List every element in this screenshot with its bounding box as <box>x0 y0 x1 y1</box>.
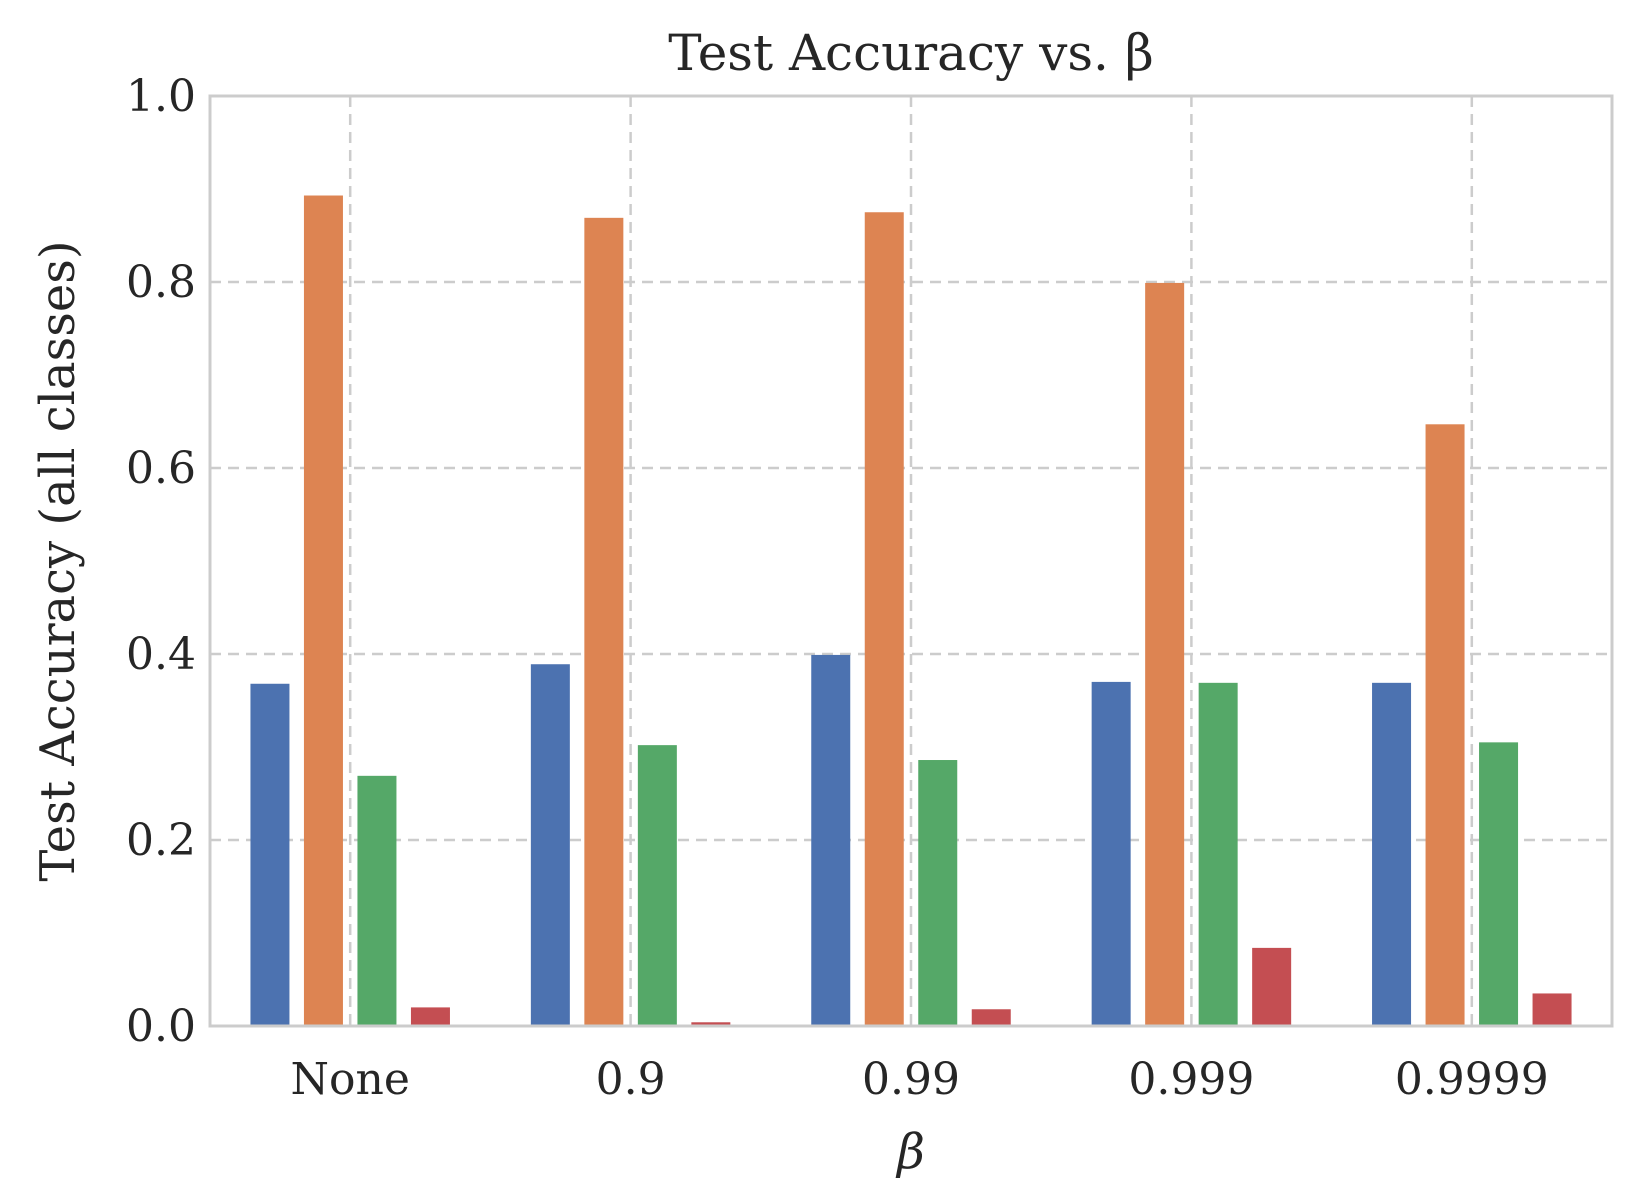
bar <box>1372 682 1412 1026</box>
bar <box>530 664 570 1026</box>
bar <box>691 1022 731 1026</box>
bars <box>250 195 1572 1026</box>
y-tick-label: 0.2 <box>126 815 196 866</box>
bar <box>584 217 624 1026</box>
bar <box>1252 947 1292 1026</box>
bar <box>811 654 851 1026</box>
bar <box>1091 681 1131 1026</box>
grid-lines <box>210 94 1612 1028</box>
x-tick-labels: None 0.9 0.99 0.999 0.9999 <box>291 1054 1549 1105</box>
x-tick-label: 0.999 <box>1128 1054 1254 1105</box>
bar <box>1145 282 1185 1026</box>
y-axis-label: Test Accuracy (all classes) <box>30 240 86 881</box>
bar <box>1198 682 1238 1026</box>
x-tick-label: None <box>291 1054 410 1105</box>
y-tick-label: 0.8 <box>126 257 196 308</box>
bar <box>1479 742 1519 1026</box>
y-tick-label: 1.0 <box>126 71 196 122</box>
bar <box>410 1007 450 1026</box>
bar <box>637 745 677 1026</box>
bar <box>357 775 397 1026</box>
bar <box>250 683 290 1026</box>
x-tick-label: 0.99 <box>862 1054 960 1105</box>
y-tick-label: 0.6 <box>126 443 196 494</box>
bar <box>918 760 958 1026</box>
bar <box>971 1009 1011 1026</box>
bar <box>864 212 904 1026</box>
bar <box>1425 424 1465 1026</box>
x-axis-label: β <box>895 1124 925 1180</box>
x-tick-label: 0.9 <box>596 1054 666 1105</box>
bar <box>303 195 343 1026</box>
y-tick-labels: 0.0 0.2 0.4 0.6 0.8 1.0 <box>126 71 196 1052</box>
y-tick-label: 0.4 <box>126 629 196 680</box>
bar <box>1532 993 1572 1026</box>
x-tick-label: 0.9999 <box>1395 1054 1549 1105</box>
y-tick-label: 0.0 <box>126 1001 196 1052</box>
chart-title: Test Accuracy vs. β <box>668 24 1153 82</box>
plot-frame <box>208 94 1614 1028</box>
